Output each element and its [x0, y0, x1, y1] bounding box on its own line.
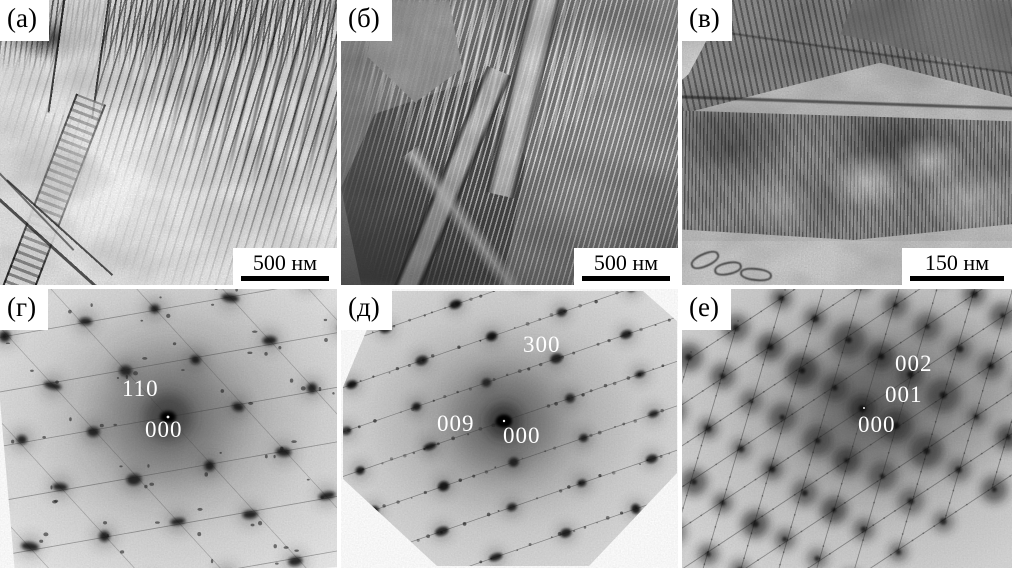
spot-label-000: 000: [503, 423, 541, 448]
panel-label: (г): [0, 289, 49, 330]
panel-label-text: (в): [689, 3, 720, 33]
panel-label: (в): [682, 0, 732, 41]
panel-label-text: (е): [689, 292, 719, 322]
panel-label: (а): [0, 0, 49, 41]
scale-bar-line: [582, 276, 670, 281]
panel-label: (е): [682, 289, 731, 330]
micrograph-panel-b: (б) 500 нм: [341, 0, 678, 285]
micrograph-panel-v: (в) 150 нм: [682, 0, 1012, 285]
diffraction-pattern-art: [682, 289, 1012, 568]
diffraction-panel-d: 300 009 000 (д): [341, 289, 678, 568]
texture-vignette: [341, 0, 678, 285]
texture-striated-band: [682, 110, 1012, 240]
scale-bar-text: 500 нм: [593, 250, 659, 275]
spot-label-009: 009: [437, 411, 475, 436]
panel-label-text: (б): [348, 3, 380, 33]
panel-label-text: (д): [348, 292, 380, 322]
spot-label-001: 001: [885, 382, 923, 407]
spot-label-000: 000: [145, 417, 183, 442]
diffraction-panel-e: 002 001 000 (е): [682, 289, 1012, 568]
panel-label-text: (г): [7, 292, 37, 322]
scale-bar-line: [910, 276, 1004, 281]
scale-bar-text: 500 нм: [252, 250, 318, 275]
panel-label: (д): [341, 289, 392, 330]
scale-bar: 500 нм: [574, 248, 678, 285]
scale-bar-line: [241, 276, 329, 281]
spot-label-000: 000: [858, 412, 896, 437]
grain-boundary-line: [682, 95, 1012, 112]
scale-bar-text: 150 нм: [924, 250, 990, 275]
spot-label-110: 110: [122, 376, 159, 401]
scale-bar: 500 нм: [233, 248, 337, 285]
panel-label-text: (а): [7, 3, 37, 33]
spot-label-002: 002: [895, 351, 933, 376]
micrograph-panel-a: (а) 500 нм: [0, 0, 337, 285]
scale-bar: 150 нм: [902, 248, 1012, 285]
diffraction-panel-g: 110 000 (г): [0, 289, 337, 568]
spot-label-300: 300: [523, 332, 561, 357]
panel-label: (б): [341, 0, 392, 41]
